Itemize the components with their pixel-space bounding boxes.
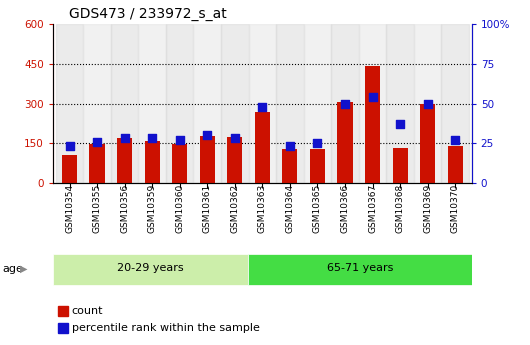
Bar — [365, 66, 380, 183]
Bar — [56, 24, 83, 183]
Point — [341, 101, 349, 106]
Bar — [386, 24, 414, 183]
Text: GSM10363: GSM10363 — [258, 184, 267, 234]
Text: 65-71 years: 65-71 years — [327, 264, 393, 273]
Point — [368, 95, 377, 100]
Bar — [310, 149, 325, 183]
Text: GSM10367: GSM10367 — [368, 184, 377, 234]
Text: GSM10369: GSM10369 — [423, 184, 432, 234]
Point — [451, 137, 460, 143]
Text: GDS473 / 233972_s_at: GDS473 / 233972_s_at — [69, 7, 227, 21]
Bar — [255, 112, 270, 183]
Bar — [145, 141, 160, 183]
Point — [148, 136, 156, 141]
Bar — [166, 24, 193, 183]
FancyBboxPatch shape — [53, 254, 249, 285]
Bar — [304, 24, 331, 183]
Point — [396, 121, 404, 127]
Bar — [117, 138, 132, 183]
Bar — [441, 24, 469, 183]
Bar — [193, 24, 221, 183]
Point — [231, 136, 239, 141]
Point — [258, 104, 267, 109]
Point — [120, 136, 129, 141]
Point — [175, 137, 184, 143]
Text: age: age — [3, 264, 23, 274]
Text: GSM10370: GSM10370 — [450, 184, 460, 234]
Bar — [138, 24, 166, 183]
Point — [65, 144, 74, 149]
Bar — [62, 155, 77, 183]
Bar — [90, 145, 104, 183]
Bar — [331, 24, 359, 183]
Bar — [83, 24, 111, 183]
Text: GSM10361: GSM10361 — [203, 184, 212, 234]
Text: GSM10368: GSM10368 — [395, 184, 404, 234]
Bar — [249, 24, 276, 183]
Bar — [448, 146, 463, 183]
Text: 20-29 years: 20-29 years — [117, 264, 184, 273]
Point — [423, 101, 432, 106]
Bar — [393, 148, 408, 183]
Bar — [420, 104, 435, 183]
Bar — [282, 149, 297, 183]
Text: GSM10354: GSM10354 — [65, 184, 74, 233]
Text: GSM10356: GSM10356 — [120, 184, 129, 234]
Bar — [338, 102, 352, 183]
Text: count: count — [72, 306, 103, 316]
Bar — [276, 24, 304, 183]
Bar — [359, 24, 386, 183]
Point — [313, 140, 322, 146]
Bar — [172, 144, 187, 183]
Text: GSM10364: GSM10364 — [285, 184, 294, 233]
FancyBboxPatch shape — [249, 254, 472, 285]
Text: GSM10360: GSM10360 — [175, 184, 184, 234]
Text: GSM10355: GSM10355 — [93, 184, 102, 234]
Bar — [111, 24, 138, 183]
Bar — [221, 24, 249, 183]
Text: GSM10362: GSM10362 — [231, 184, 240, 233]
Point — [93, 139, 101, 144]
Text: GSM10365: GSM10365 — [313, 184, 322, 234]
Text: ▶: ▶ — [20, 264, 28, 274]
Bar — [414, 24, 441, 183]
Point — [203, 132, 211, 138]
Text: GSM10366: GSM10366 — [340, 184, 349, 234]
Point — [286, 144, 294, 149]
Text: percentile rank within the sample: percentile rank within the sample — [72, 323, 259, 333]
Text: GSM10359: GSM10359 — [148, 184, 157, 234]
Bar — [227, 137, 242, 183]
Bar — [200, 136, 215, 183]
